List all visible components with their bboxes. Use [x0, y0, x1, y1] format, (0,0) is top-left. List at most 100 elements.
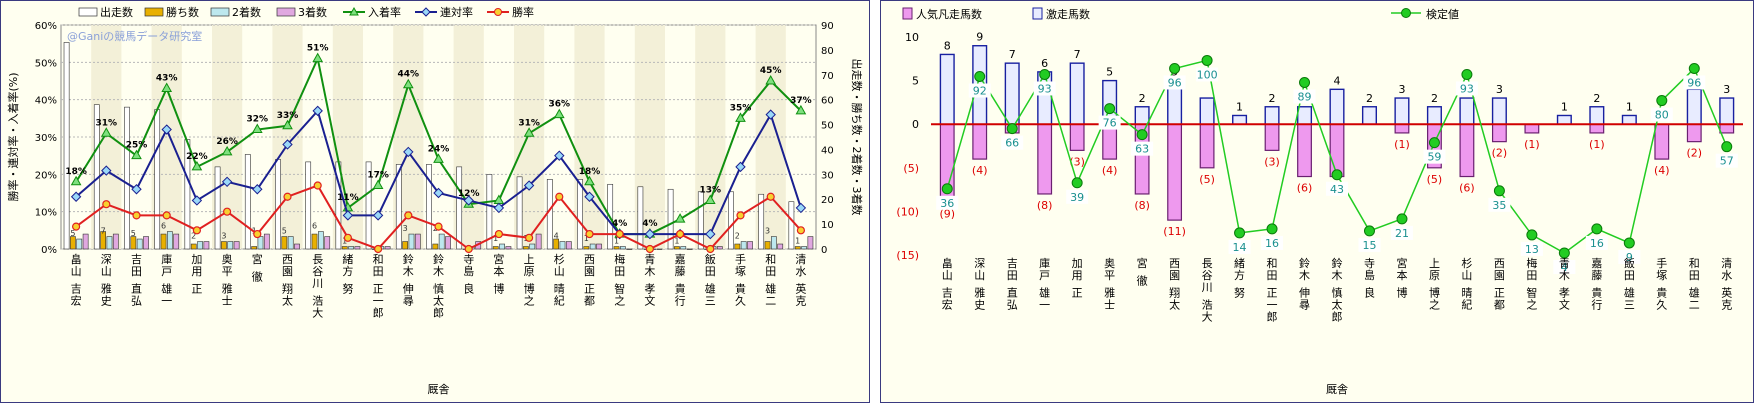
category-label-char: 浩: [1202, 299, 1213, 312]
category-label-char: 紀: [554, 295, 565, 308]
category-label-char: 奥: [1104, 256, 1115, 270]
category-label-char: 博: [1396, 287, 1407, 300]
legend-label: 出走数: [100, 5, 133, 19]
category-label-char: 正: [584, 283, 595, 296]
bar-seconds: [529, 243, 536, 250]
wins-count-label: 4: [554, 232, 559, 241]
left-axis-title: 勝率・連対率・入着率(%): [6, 72, 20, 201]
gekisou-count-label: 1: [1626, 100, 1633, 113]
category-label-char: 寺: [463, 253, 474, 266]
y-tick-label: (10): [896, 205, 919, 218]
category-label-char: 貴: [1591, 286, 1602, 300]
wins-count-label: 2: [191, 232, 196, 241]
wins-count-label: 5: [282, 227, 287, 236]
category-label-char: 田: [614, 265, 625, 278]
category-label-char: 川: [312, 277, 323, 290]
bar-starts: [516, 176, 523, 250]
test-value-label: 89: [1298, 91, 1312, 104]
ninki-bonsou-count-label: (2): [1686, 147, 1702, 160]
marker-test-value: [1169, 62, 1181, 74]
bar-ninki-bonsou: [1329, 123, 1345, 178]
ninki-bonsou-count-label: (8): [1134, 199, 1150, 212]
bar-ninki-bonsou: [1654, 123, 1670, 160]
test-value-label: 93: [1460, 82, 1474, 95]
bar-wins: [251, 246, 257, 250]
bar-gekisou: [1232, 114, 1248, 125]
bar-thirds: [505, 246, 512, 250]
bar-starts: [214, 166, 221, 250]
marker-win-rate: [645, 244, 655, 254]
marker-placing-rate: [523, 127, 535, 137]
category-label-char: 行: [1591, 299, 1602, 312]
category-label-char: 藤: [1591, 269, 1602, 282]
category-label-char: 畠: [942, 256, 953, 270]
bar-wins: [674, 246, 680, 250]
bar-seconds: [801, 246, 807, 250]
left-tick-label: 30%: [35, 133, 57, 144]
placing-rate-label: 18%: [579, 167, 601, 177]
category-label-char: 緒: [1234, 256, 1245, 270]
left-tick-label: 40%: [35, 96, 57, 107]
bar-wins: [613, 246, 620, 250]
category-label-char: 克: [1721, 299, 1732, 312]
bar-thirds: [324, 236, 331, 250]
test-value-label: 9: [1626, 251, 1633, 264]
legend-label: 勝率: [512, 5, 534, 19]
bar-thirds: [203, 241, 210, 250]
bar-thirds: [747, 241, 753, 250]
bar-starts: [788, 201, 795, 250]
test-value-label-bg: [1683, 75, 1706, 90]
bar-wins: [734, 243, 741, 250]
category-label: 寺島良: [463, 253, 474, 296]
test-value-label: 21: [1395, 227, 1409, 240]
test-value-label-bg: [1585, 235, 1608, 250]
category-label-char: 嘉: [675, 252, 686, 266]
marker-test-value: [1591, 223, 1603, 235]
wins-count-label: 1: [342, 237, 347, 246]
marker-quinella-rate: [705, 228, 716, 240]
marker-win-rate: [162, 211, 171, 220]
category-label-char: 梅: [1526, 256, 1537, 270]
category-label-char: 吉: [131, 253, 142, 266]
marker-quinella-rate: [554, 150, 565, 161]
gekisou-count-label: 3: [1398, 83, 1405, 96]
category-label-char: 宏: [71, 294, 82, 308]
ninki-bonsou-count-label: (4): [972, 164, 988, 177]
placing-rate-label: 31%: [518, 118, 540, 128]
bar-gekisou: [1134, 106, 1150, 125]
bar-ninki-bonsou: [1069, 123, 1085, 151]
category-label-char: 博: [493, 283, 504, 296]
bar-starts: [305, 161, 312, 250]
category-label-char: 西: [584, 253, 595, 266]
gekisou-count-label: 1: [1561, 100, 1568, 113]
test-value-label: 76: [1103, 117, 1117, 130]
category-label-char: 田: [1007, 269, 1018, 282]
category-label-char: 郎: [1332, 310, 1343, 324]
test-value-label: 39: [1070, 191, 1084, 204]
marker-test-value: [1558, 247, 1570, 259]
test-value-label-bg: [1553, 259, 1576, 274]
gekisou-count-label: 2: [1593, 92, 1600, 105]
test-value-label: 16: [1590, 237, 1604, 250]
category-label-char: 士: [222, 295, 233, 308]
category-label-char: 山: [942, 269, 953, 282]
right-chart-panel: 10 5 0 (5) (10) (15) 8 (9) 9 (4) 7 6 (8) 7 (3) 5 (4) 2 (8)…: [880, 0, 1754, 403]
category-label: 緒方努: [1234, 256, 1245, 300]
bar-starts: [637, 186, 644, 250]
bar-thirds: [445, 236, 451, 250]
category-label-char: 用: [191, 265, 202, 278]
category-label-char: 郎: [433, 306, 444, 320]
placing-rate-label: 44%: [398, 70, 420, 80]
marker-placing-rate: [372, 179, 384, 190]
right-tick-label: 0: [821, 245, 827, 256]
marker-quinella-rate: [644, 228, 656, 240]
test-value-label-bg: [1358, 237, 1381, 252]
bar-gekisou: [1264, 106, 1280, 125]
